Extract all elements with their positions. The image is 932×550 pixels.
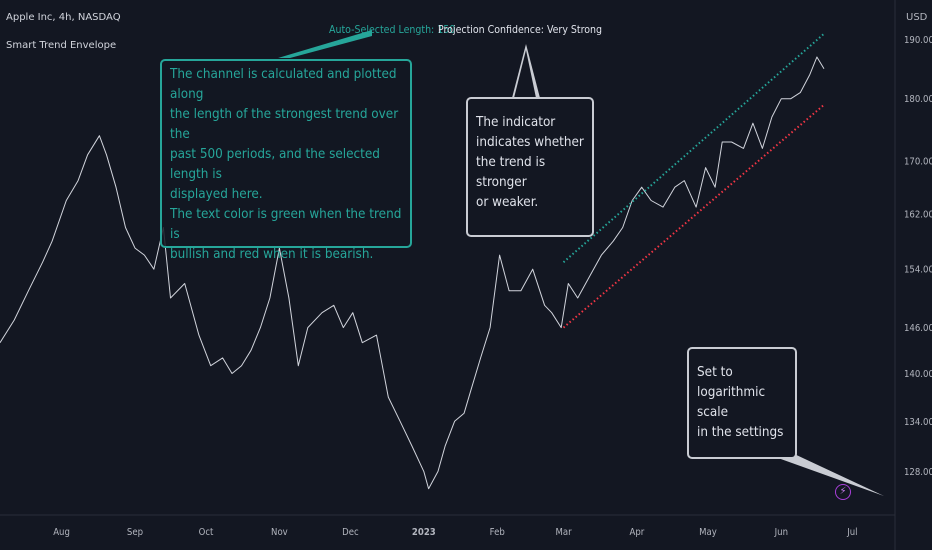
x-tick-label: Feb xyxy=(490,527,505,538)
log-note-line: in the settings xyxy=(697,425,784,440)
trend-note-line: the trend is stronger xyxy=(476,155,546,190)
x-tick-label: Nov xyxy=(271,527,288,538)
y-tick-label: 180.00 xyxy=(904,94,932,105)
trend-note-line: The indicator xyxy=(476,115,556,130)
length-label: Auto-Selected Length: 150 xyxy=(329,24,456,36)
y-tick-label: 128.00 xyxy=(904,467,932,478)
x-tick-label: Aug xyxy=(53,527,70,538)
plot-area[interactable] xyxy=(0,33,825,490)
x-tick-label: Jul xyxy=(846,527,857,538)
trend-strength-note: The indicator indicates whether the tren… xyxy=(466,97,594,237)
x-tick-label: Mar xyxy=(555,527,572,538)
upper-band-line[interactable] xyxy=(562,33,825,263)
y-tick-label: 170.00 xyxy=(904,157,932,168)
channel-note-line: The text color is green when the trend i… xyxy=(170,207,402,242)
price-series-line[interactable] xyxy=(0,56,825,490)
log-note-line: logarithmic scale xyxy=(697,385,766,420)
x-tick-label: May xyxy=(699,527,717,538)
callout-pointers xyxy=(278,30,884,496)
channel-note-line: the length of the strongest trend over t… xyxy=(170,107,399,142)
x-tick-label: 2023 xyxy=(412,527,436,538)
y-tick-label: 190.00 xyxy=(904,35,932,46)
x-tick-label: Dec xyxy=(342,527,359,538)
y-tick-label: 154.00 xyxy=(904,265,932,276)
channel-note: The channel is calculated and plotted al… xyxy=(160,59,412,262)
y-tick-label: 162.00 xyxy=(904,209,932,220)
channel-note-line: bullish and red when it is bearish. xyxy=(170,247,374,262)
y-tick-label: 146.00 xyxy=(904,323,932,334)
y-tick-label: 140.00 xyxy=(904,369,932,380)
currency-label: USD xyxy=(906,12,928,23)
lightning-icon[interactable]: ⚡ xyxy=(835,484,851,500)
trend-note-line: indicates whether xyxy=(476,135,584,150)
lower-band-line[interactable] xyxy=(562,104,825,329)
x-tick-label: Jun xyxy=(774,527,788,538)
x-axis[interactable]: Aug Sep Oct Nov Dec 2023 Feb Mar Apr May Jun Jul xyxy=(53,527,857,538)
x-tick-label: Sep xyxy=(127,527,143,538)
log-note-line: Set to xyxy=(697,365,733,380)
y-axis[interactable]: 128.00 134.00 140.00 146.00 154.00 162.00 170.… xyxy=(904,35,932,478)
trend-note-line: or weaker. xyxy=(476,195,539,210)
x-tick-label: Apr xyxy=(630,527,645,538)
indicator-name[interactable]: Smart Trend Envelope xyxy=(6,40,117,51)
confidence-label: Projection Confidence: Very Strong xyxy=(438,24,603,36)
channel-note-line: The channel is calculated and plotted al… xyxy=(170,67,397,102)
y-tick-label: 134.00 xyxy=(904,417,932,428)
channel-note-line: past 500 periods, and the selected lengt… xyxy=(170,147,380,182)
symbol-title[interactable]: Apple Inc, 4h, NASDAQ xyxy=(6,12,121,23)
log-scale-note: Set to logarithmic scale in the settings xyxy=(687,347,797,459)
channel-note-line: displayed here. xyxy=(170,187,263,202)
x-tick-label: Oct xyxy=(199,527,214,538)
